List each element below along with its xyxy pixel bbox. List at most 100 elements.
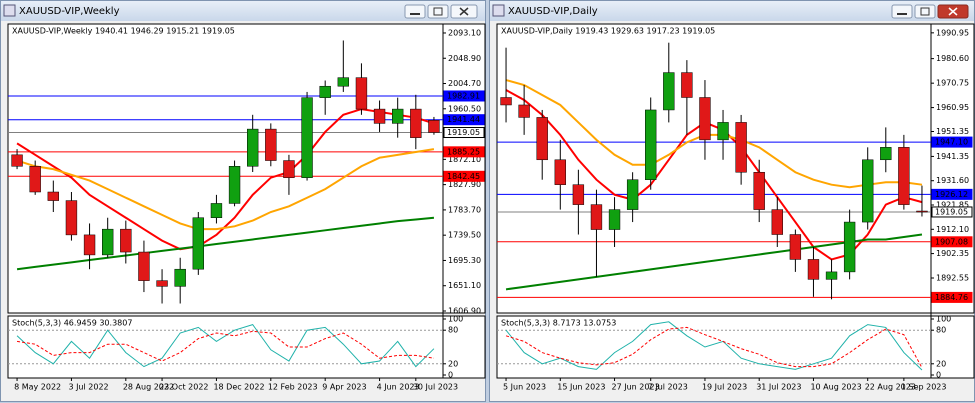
moving-average [16, 216, 435, 271]
y-tick-label: 1739.50 [448, 231, 481, 240]
level-label: 1941.44 [447, 115, 480, 124]
x-tick-label: 4 Jun 2023 [377, 383, 420, 392]
level-label: 1926.12 [935, 190, 968, 199]
candle-body [373, 108, 386, 124]
candle-body [572, 184, 585, 205]
stoch-tick-label: 80 [448, 326, 458, 335]
moving-average [505, 79, 923, 189]
candle-body [735, 122, 747, 173]
level-box [931, 136, 973, 148]
y-tick-label: 1827.90 [448, 180, 481, 189]
x-tick-label: 12 Feb 2023 [268, 383, 318, 392]
y-tick-label: 1695.30 [448, 256, 481, 265]
level-label: 1947.10 [935, 138, 968, 147]
level-label: 1907.08 [935, 237, 968, 246]
candle-body [301, 97, 313, 178]
candle-body [789, 234, 802, 260]
level-box [443, 127, 485, 139]
x-tick-label: 7 Jul 2023 [648, 383, 688, 392]
y-tick-label: 1980.60 [936, 54, 969, 63]
x-tick-label: 30 Jul 2023 [413, 383, 458, 392]
candle-body [590, 204, 603, 230]
candle-body [898, 147, 910, 205]
stoch-tick-label: 100 [448, 315, 463, 324]
x-tick-label: 10 Aug 2023 [810, 383, 861, 392]
level-label: 1842.45 [447, 172, 480, 181]
y-tick-label: 1951.35 [936, 127, 969, 136]
main-panel [496, 23, 975, 314]
candle-body [174, 268, 186, 287]
candle-body [83, 234, 96, 256]
y-tick-label: 1902.35 [936, 249, 969, 258]
stoch-main [16, 324, 435, 368]
x-tick-label: 1 Sep 2023 [901, 383, 947, 392]
stoch-main [505, 321, 923, 371]
candle-body [626, 179, 639, 210]
stoch-tick-label: 100 [936, 315, 951, 324]
level-box [931, 188, 973, 200]
candle-body [11, 154, 23, 167]
level-box [443, 114, 485, 126]
y-tick-label: 1912.10 [936, 225, 969, 234]
candle-body [717, 122, 729, 141]
candle-body [753, 171, 765, 210]
candle-body [283, 160, 295, 178]
candle-body [554, 159, 566, 185]
candle-body [862, 159, 874, 223]
candle-body [265, 128, 277, 161]
stoch-header: Stoch(5,3,3) 8.7173 13.0753 [501, 319, 616, 328]
candle-body [156, 280, 168, 287]
level-box [931, 291, 973, 303]
candle-body [120, 228, 132, 253]
stoch-tick-label: 0 [448, 371, 453, 380]
candle-body [428, 120, 440, 133]
candle-body [825, 271, 838, 280]
x-tick-label: 18 Dec 2022 [213, 383, 264, 392]
stoch-signal [505, 326, 923, 368]
candle-body [880, 147, 892, 161]
candle-body [771, 209, 783, 235]
candle-body [645, 109, 657, 180]
y-tick-label: 1960.95 [936, 103, 969, 112]
candle-body [337, 77, 349, 87]
candle-body [192, 217, 204, 270]
window-buttons[interactable] [404, 4, 969, 19]
x-tick-label: 9 Apr 2023 [322, 383, 366, 392]
main-panel [7, 23, 486, 314]
candle-body [608, 209, 621, 230]
x-tick-label: 15 Jun 2023 [557, 383, 605, 392]
candle-body [228, 166, 241, 204]
x-tick-label: 31 Jul 2023 [756, 383, 801, 392]
candle-body [210, 203, 223, 218]
candle-body [663, 72, 675, 111]
x-tick-label: 27 Jun 2023 [612, 383, 660, 392]
candle-body [518, 104, 530, 118]
stoch-header: Stoch(5,3,3) 46.9459 30.3807 [12, 319, 132, 328]
level-label: 1884.76 [935, 293, 968, 302]
y-tick-label: 1651.10 [448, 281, 481, 290]
x-tick-label: 3 Jul 2022 [68, 383, 108, 392]
stoch-tick-label: 20 [448, 359, 458, 368]
candle-body [699, 97, 711, 141]
y-tick-label: 1783.70 [448, 205, 481, 214]
chart-header: XAUUSD-VIP,Daily 1919.43 1929.63 1917.23… [501, 27, 715, 36]
stoch-tick-label: 20 [936, 359, 946, 368]
y-tick-label: 2004.70 [448, 79, 481, 88]
chart-header: XAUUSD-VIP,Weekly 1940.41 1946.29 1915.2… [12, 27, 235, 36]
x-tick-label: 22 Aug 2023 [865, 383, 916, 392]
y-tick-label: 1872.10 [448, 155, 481, 164]
candle-body [843, 221, 856, 273]
x-tick-label: 23 Oct 2022 [159, 383, 208, 392]
x-tick-label: 8 May 2022 [14, 383, 61, 392]
candle-body [392, 108, 404, 124]
moving-average [16, 108, 435, 251]
level-box [931, 206, 973, 218]
candle-body [102, 228, 114, 256]
y-tick-label: 2093.10 [448, 28, 481, 37]
level-box [443, 90, 485, 102]
candle-body [65, 200, 78, 236]
candle-body [319, 85, 331, 98]
candle-body [916, 210, 928, 213]
y-tick-label: 1921.85 [936, 200, 969, 209]
